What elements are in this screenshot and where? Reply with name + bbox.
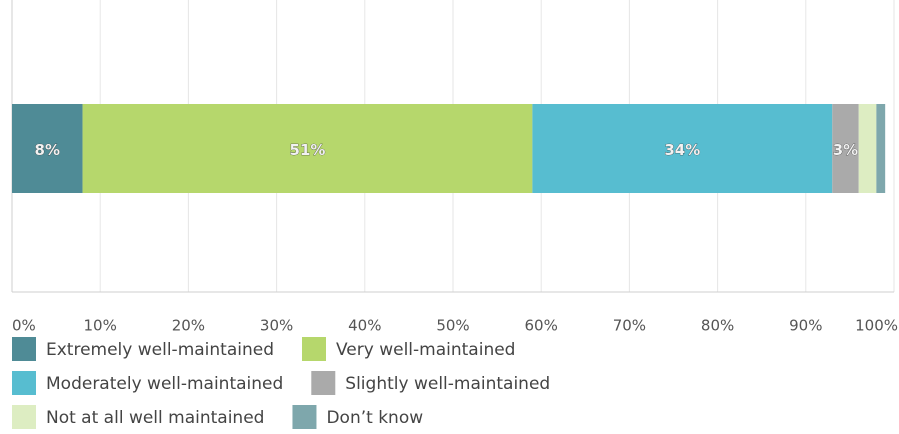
x-tick-label: 50% xyxy=(436,317,469,335)
legend-swatch xyxy=(302,337,326,361)
x-tick-label: 100% xyxy=(855,317,898,335)
x-tick-label: 80% xyxy=(701,317,734,335)
bar-segment xyxy=(12,104,83,193)
legend-label: Slightly well-maintained xyxy=(345,374,550,394)
bar-segment xyxy=(858,104,877,193)
legend-swatch xyxy=(292,405,317,429)
legend-label: Extremely well-maintained xyxy=(46,340,274,360)
legend-swatch xyxy=(12,337,36,361)
bar-segment xyxy=(532,104,833,193)
bar-segment xyxy=(82,104,533,193)
data-label: 8% xyxy=(35,141,60,159)
legend-swatch xyxy=(311,371,336,395)
data-label: 3% xyxy=(833,141,858,159)
bar-segment xyxy=(876,104,886,193)
legend-label: Very well-maintained xyxy=(336,340,515,360)
x-tick-label: 90% xyxy=(789,317,822,335)
data-label: 34% xyxy=(664,141,700,159)
data-label: 51% xyxy=(290,141,326,159)
x-tick-label: 70% xyxy=(613,317,646,335)
x-tick-label: 20% xyxy=(172,317,205,335)
legend-swatch xyxy=(12,371,36,395)
legend-label: Moderately well-maintained xyxy=(46,374,283,394)
legend-label: Don’t know xyxy=(326,408,423,428)
x-tick-label: 0% xyxy=(12,317,36,335)
x-tick-label: 60% xyxy=(525,317,558,335)
legend-label: Not at all well maintained xyxy=(46,408,264,428)
legend-swatch xyxy=(12,405,36,429)
bar-segment xyxy=(832,104,859,193)
x-tick-label: 30% xyxy=(260,317,293,335)
x-tick-label: 40% xyxy=(348,317,381,335)
x-tick-label: 10% xyxy=(84,317,117,335)
